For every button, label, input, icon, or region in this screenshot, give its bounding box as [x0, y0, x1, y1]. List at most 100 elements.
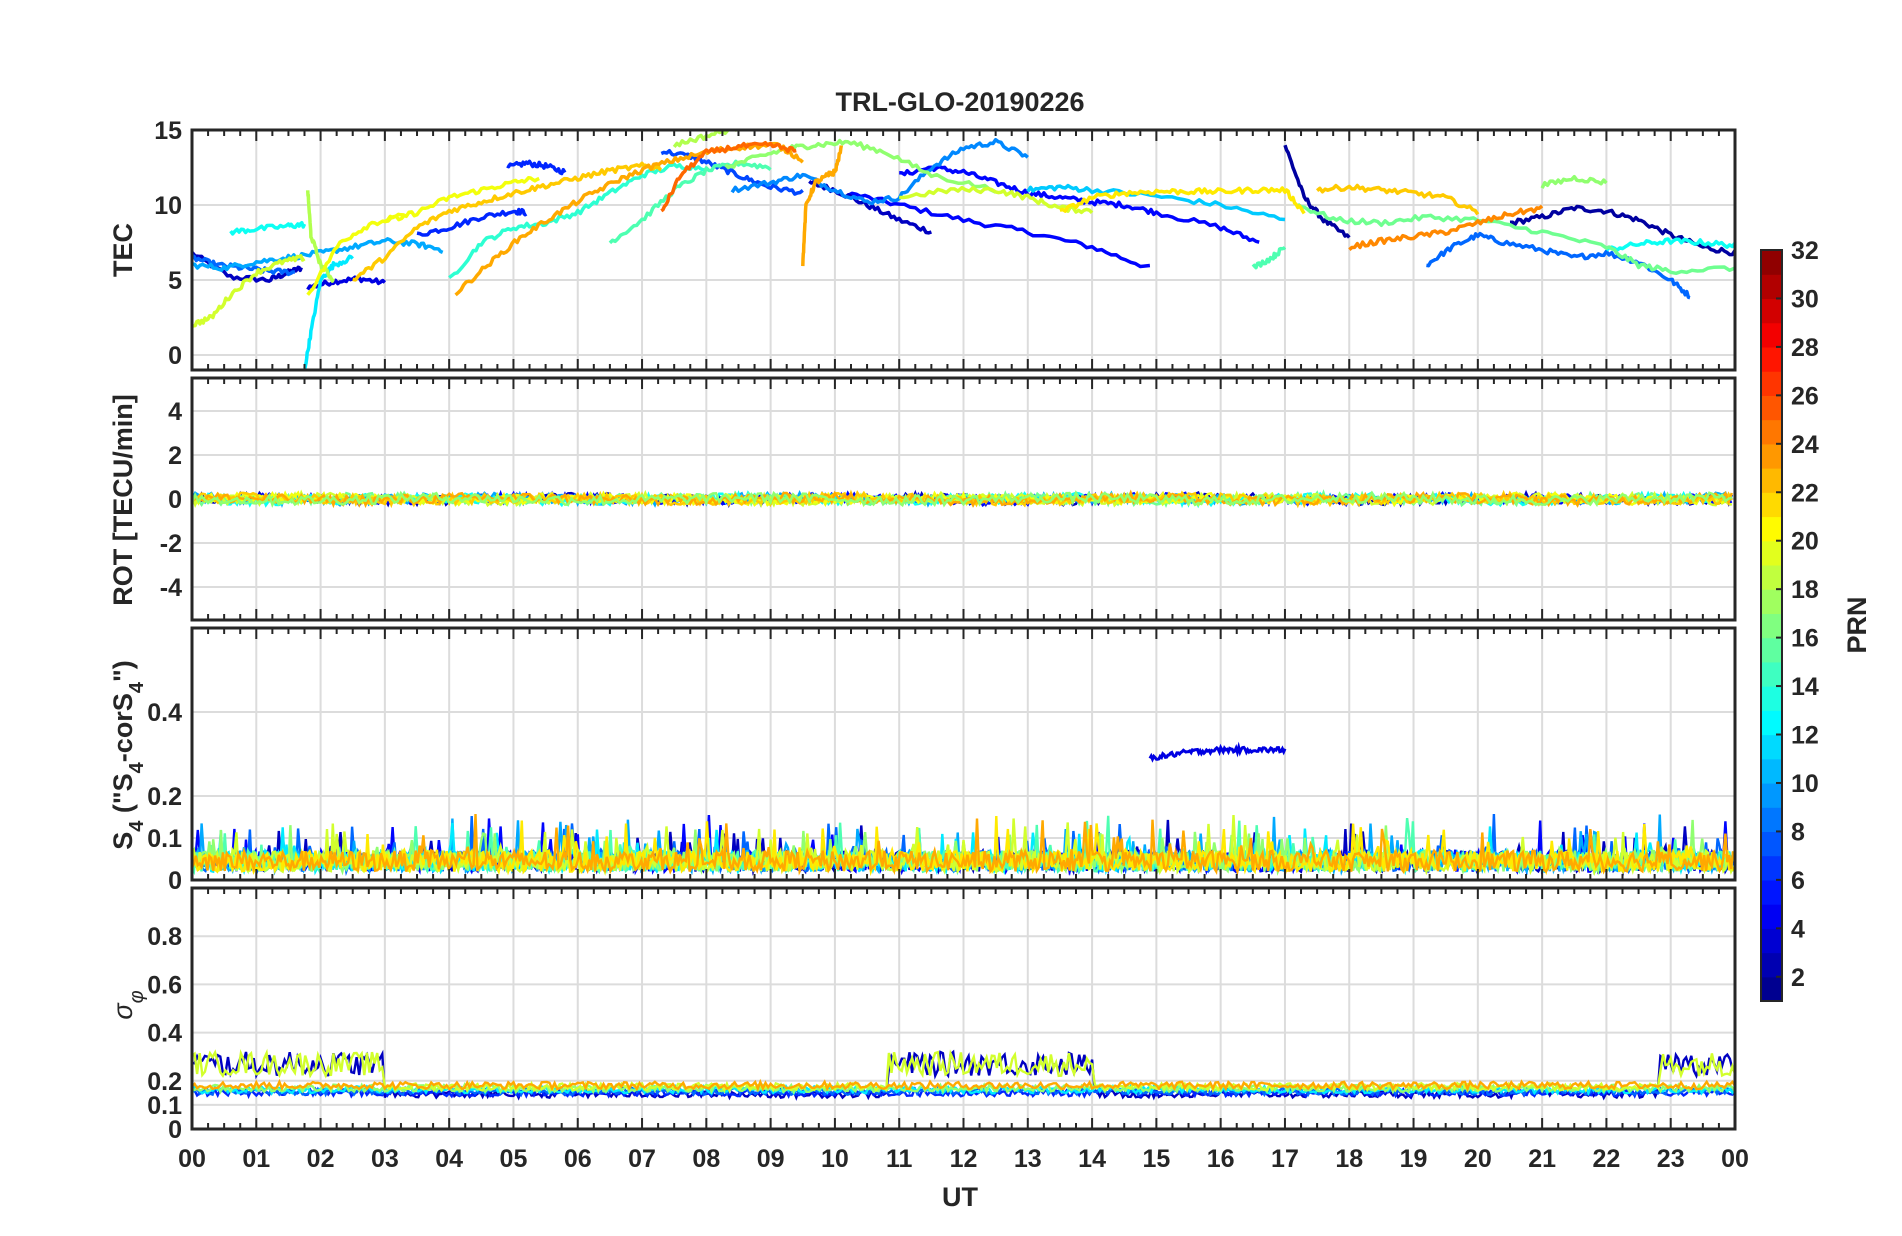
x-tick-label: 11: [886, 1145, 913, 1173]
rot-series: [192, 493, 1732, 506]
x-tick-label: 04: [435, 1145, 463, 1173]
colorbar-segment: [1761, 856, 1782, 881]
panel-2: 4 2 0 -2 -4: [160, 378, 1735, 620]
x-tick-label: 09: [757, 1145, 785, 1173]
y-axis-label: σφ: [108, 990, 148, 1019]
y-tick-label: 0.4: [147, 1020, 182, 1048]
colorbar-tick-label: 16: [1791, 625, 1819, 653]
colorbar-tick-label: 22: [1791, 479, 1819, 507]
panels: 051015420-2-400.10.20.400.10.20.40.60.8T…: [108, 117, 1749, 1173]
x-tick-label: 06: [564, 1145, 592, 1173]
colorbar-tick-label: 18: [1791, 576, 1819, 604]
x-tick-label: 18: [1335, 1145, 1363, 1173]
x-tick-label: 19: [1400, 1145, 1428, 1173]
y-tick-label: 2: [168, 442, 182, 470]
colorbar-segment: [1761, 250, 1782, 275]
x-tick-label: 01: [242, 1145, 270, 1173]
y-axis-label-part: ("S: [108, 773, 138, 820]
colorbar-segment: [1761, 323, 1782, 348]
colorbar-tick-label: 10: [1791, 770, 1819, 798]
x-tick-label: 03: [371, 1145, 399, 1173]
colorbar-tick-label: 26: [1791, 382, 1819, 410]
y-tick-label: 0: [168, 1116, 182, 1144]
tec-line-prn-2: [1285, 145, 1349, 237]
colorbar-segment: [1761, 298, 1782, 323]
colorbar-tick-label: 30: [1791, 285, 1819, 313]
tec-line-prn-15: [1253, 247, 1285, 267]
colorbar-segment: [1761, 735, 1782, 760]
x-tick-label: 20: [1464, 1145, 1492, 1173]
colorbar-tick-label: 24: [1791, 431, 1819, 459]
y-tick-label: -2: [160, 530, 182, 558]
y-tick-label: 0.4: [147, 699, 182, 727]
colorbar-segment: [1761, 274, 1782, 299]
colorbar-tick-label: 32: [1791, 237, 1819, 265]
tec-line-prn-6: [507, 161, 565, 173]
colorbar-segment: [1761, 565, 1782, 590]
colorbar-segment: [1761, 516, 1782, 541]
y-tick-label: 0.8: [147, 923, 182, 951]
colorbar-segment: [1761, 686, 1782, 711]
x-tick-label: 16: [1207, 1145, 1235, 1173]
tec-line-prn-13: [231, 223, 305, 234]
colorbar-segment: [1761, 662, 1782, 687]
y-tick-label: 0.1: [147, 1092, 182, 1120]
colorbar-segment: [1761, 371, 1782, 396]
x-tick-label: 15: [1142, 1145, 1170, 1173]
y-tick-label: 0.2: [147, 783, 182, 811]
x-axis-label: UT: [942, 1182, 978, 1212]
colorbar-tick-label: 14: [1791, 673, 1819, 701]
y-tick-label: 15: [154, 117, 182, 145]
colorbar-segment: [1761, 613, 1782, 638]
x-tick-label: 17: [1271, 1145, 1299, 1173]
y-tick-label: 0: [168, 867, 182, 895]
colorbar-segment: [1761, 759, 1782, 784]
tec-line-prn-22: [1317, 186, 1478, 215]
colorbar-label: PRN: [1842, 596, 1872, 653]
colorbar-tick-label: 4: [1791, 915, 1805, 943]
colorbar-segment: [1761, 347, 1782, 372]
colorbar-segment: [1761, 638, 1782, 663]
colorbar-segment: [1761, 977, 1782, 1002]
y-tick-label: 4: [168, 398, 182, 426]
colorbar-segment: [1761, 541, 1782, 566]
y-axis-label-part: -corS: [108, 693, 138, 762]
y-axis-label-part: φ: [126, 990, 148, 1003]
y-tick-label: 0: [168, 342, 182, 370]
colorbar-segment: [1761, 904, 1782, 929]
x-tick-label: 12: [950, 1145, 978, 1173]
y-tick-label: 0.6: [147, 971, 182, 999]
y-axis-label-part: "): [108, 660, 138, 682]
y-tick-label: 5: [168, 267, 182, 295]
x-tick-label: 08: [692, 1145, 720, 1173]
x-tick-label: 13: [1014, 1145, 1042, 1173]
colorbar-tick-label: 6: [1791, 867, 1805, 895]
y-tick-label: -4: [160, 574, 182, 602]
y-tick-label: 10: [154, 192, 182, 220]
panel-4: 00.10.2 0.4 0.6 0.8: [147, 888, 1735, 1144]
x-tick-label: 07: [628, 1145, 656, 1173]
panel-1: 0 5 10 15: [154, 117, 1735, 370]
colorbar-tick-label: 2: [1791, 964, 1805, 992]
s4-line-prn-4-elevated: [1150, 747, 1285, 759]
colorbar-tick-label: 8: [1791, 818, 1805, 846]
colorbar-segment: [1761, 444, 1782, 469]
colorbar-segment: [1761, 492, 1782, 517]
y-axis-label: S4 ("S4-corS4"): [108, 660, 148, 850]
x-tick-label: 05: [500, 1145, 528, 1173]
x-tick-label: 14: [1078, 1145, 1106, 1173]
colorbar-segment: [1761, 420, 1782, 445]
x-tick-label: 22: [1593, 1145, 1621, 1173]
colorbar-tick-label: 28: [1791, 334, 1819, 362]
y-axis-label: ROT [TECU/min]: [108, 394, 138, 605]
x-tick-label: 00: [1721, 1145, 1749, 1173]
colorbar-segment: [1761, 783, 1782, 808]
colorbar-segment: [1761, 953, 1782, 978]
x-tick-label: 10: [821, 1145, 849, 1173]
y-axis-label: TEC: [108, 223, 138, 277]
scintillation-chart: TRL-GLO-20190226 051015420-2-400.10.20.4…: [0, 0, 1902, 1236]
y-tick-label: 0.1: [147, 825, 182, 853]
colorbar-tick-label: 20: [1791, 528, 1819, 556]
colorbar-segment: [1761, 710, 1782, 735]
